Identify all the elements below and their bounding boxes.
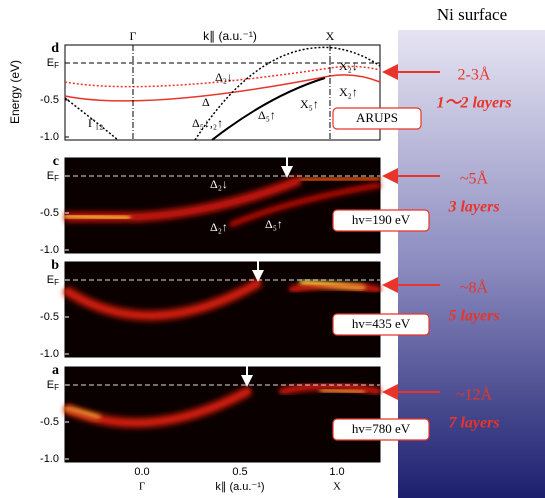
top-label: Γ — [130, 29, 137, 43]
band-label: Δ₂↓ — [210, 177, 228, 191]
depth: ~12Å — [456, 386, 493, 404]
band-label: Δ₂↓ — [215, 70, 233, 84]
y-tick-label: EF — [47, 57, 59, 70]
band-label: Δ — [202, 95, 210, 109]
box-label: hv=190 eV — [352, 212, 411, 227]
y-tick-label: -0.5 — [40, 416, 59, 428]
panel-label: a — [52, 363, 59, 378]
depth: 2-3Å — [458, 66, 491, 84]
band-label: X₂↓ — [339, 59, 358, 73]
panel-label: c — [53, 154, 59, 169]
layers: 3 layers — [447, 199, 499, 216]
x-tick-label: 0.0 — [134, 466, 149, 478]
panel-label: d — [51, 41, 59, 56]
x-label: X — [333, 481, 341, 493]
layers: 5 layers — [448, 308, 499, 325]
layers: 1～2 layers — [436, 95, 511, 112]
band-label: Δ₅↑ — [265, 217, 283, 231]
box-label: hv=435 eV — [352, 316, 411, 331]
y-label: Energy (eV) — [8, 60, 22, 124]
layers: 7 layers — [448, 415, 499, 432]
panel-label: b — [51, 258, 59, 273]
y-tick-sub: F — [54, 61, 59, 70]
y-tick-main: E — [47, 379, 54, 391]
y-tick-label: -0.5 — [40, 94, 59, 106]
y-tick-label: -1.0 — [40, 244, 59, 256]
y-tick-sub: F — [54, 383, 59, 392]
box-label: ARUPS — [356, 110, 398, 125]
x-tick-label: 1.0 — [329, 466, 344, 478]
top-label: X — [326, 29, 335, 43]
box-label: hv=780 eV — [352, 421, 411, 436]
y-tick-main: E — [47, 170, 54, 182]
depth: ~5Å — [460, 170, 489, 188]
plot-area — [65, 367, 380, 462]
x-label: k∥ (a.u.⁻¹) — [215, 481, 264, 493]
x-tick-label: 0.5 — [232, 466, 247, 478]
y-tick-main: E — [47, 274, 54, 286]
band-label: X₅↑ — [300, 97, 319, 111]
y-tick-label: EF — [47, 274, 59, 287]
band-label: Γ₁₂ — [88, 116, 103, 130]
y-tick-label: EF — [47, 379, 59, 392]
y-tick-label: -1.0 — [40, 453, 59, 465]
y-tick-label: -1.0 — [40, 348, 59, 360]
y-tick-sub: F — [54, 278, 59, 287]
title: Ni surface — [437, 5, 507, 24]
y-tick-label: -0.5 — [40, 311, 59, 323]
figure: Ni surface Energy (eV) Γk∥ (a.u.⁻¹)XEF-0… — [0, 0, 545, 498]
x-label: Γ — [139, 481, 145, 493]
top-label: k∥ (a.u.⁻¹) — [203, 29, 257, 43]
y-tick-label: -1.0 — [40, 131, 59, 143]
band-label: Δ₂↑ — [210, 220, 228, 234]
y-tick-sub: F — [54, 174, 59, 183]
y-tick-label: EF — [47, 170, 59, 183]
y-tick-label: -0.5 — [40, 207, 59, 219]
band-label: Δ₅↓,₂↑ — [192, 116, 223, 130]
band-label: Δ₅↑ — [258, 108, 276, 122]
y-tick-main: E — [47, 57, 54, 69]
band-label: X₂↑ — [339, 85, 358, 99]
depth: ~8Å — [460, 279, 489, 297]
